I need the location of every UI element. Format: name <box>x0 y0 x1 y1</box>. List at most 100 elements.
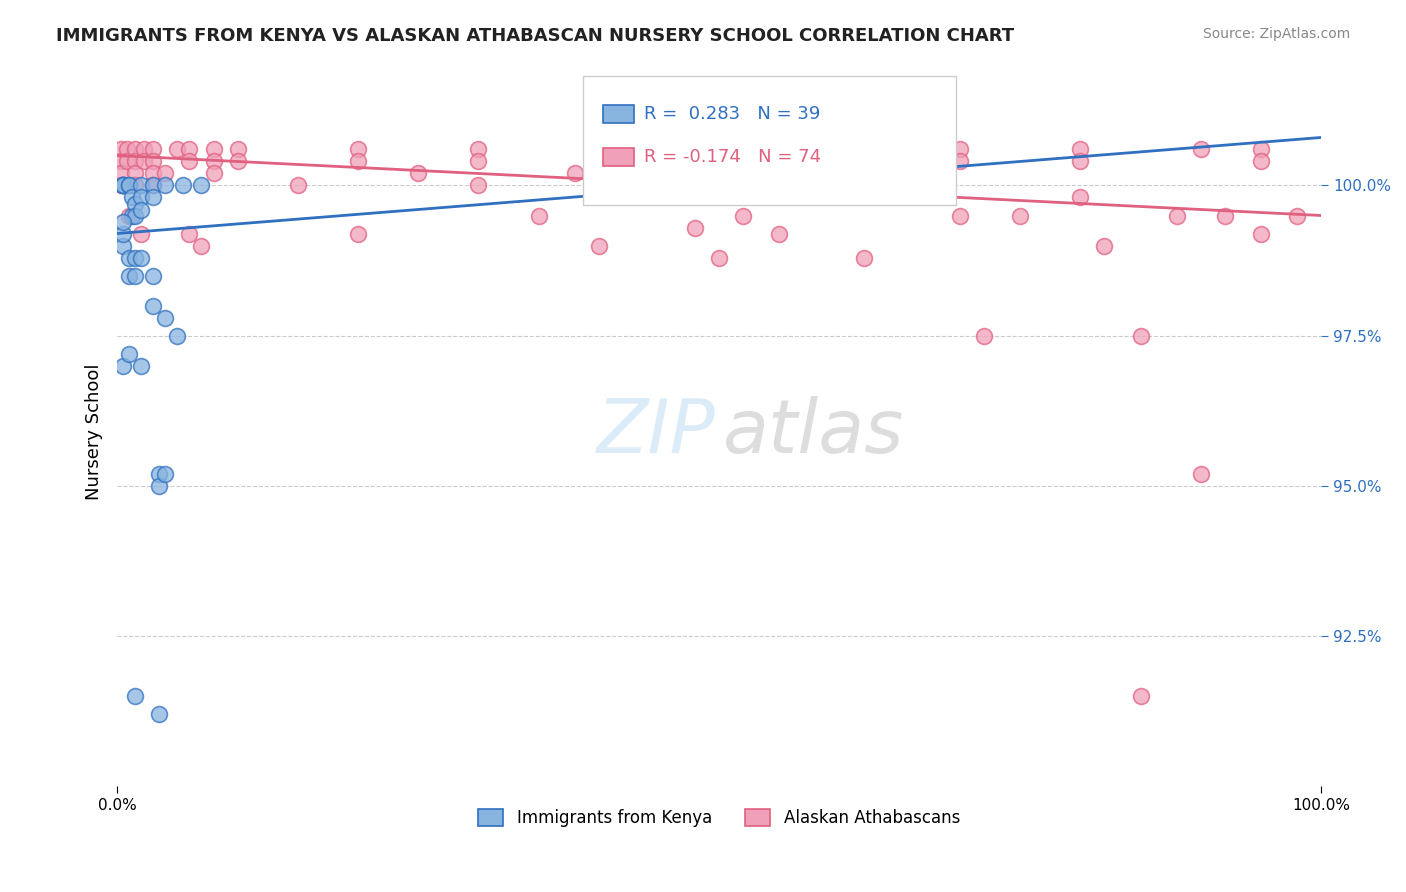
Text: R =  0.283   N = 39: R = 0.283 N = 39 <box>644 105 820 123</box>
Point <box>155 467 177 481</box>
Point <box>112 238 135 252</box>
Point <box>179 143 201 157</box>
Point <box>112 359 135 373</box>
Point <box>202 166 225 180</box>
Point <box>1213 209 1236 223</box>
Point <box>112 214 135 228</box>
Point <box>852 251 875 265</box>
Point <box>112 178 135 193</box>
Point <box>129 227 152 241</box>
Point <box>1129 328 1152 343</box>
Point <box>148 467 170 481</box>
Point <box>118 346 141 360</box>
Point <box>142 190 165 204</box>
Point <box>166 328 188 343</box>
Point <box>118 251 141 265</box>
Point <box>190 178 212 193</box>
Point <box>148 706 170 721</box>
Point <box>112 178 135 193</box>
Point <box>142 154 165 169</box>
Point <box>828 178 851 193</box>
Point <box>112 178 135 193</box>
Point <box>124 196 146 211</box>
Point <box>124 143 146 157</box>
Point <box>132 154 155 169</box>
Point <box>467 154 489 169</box>
Point <box>683 220 706 235</box>
Point <box>709 143 731 157</box>
Point <box>1250 154 1272 169</box>
Point <box>1250 227 1272 241</box>
Point <box>112 178 135 193</box>
Point <box>142 166 165 180</box>
Point <box>142 268 165 283</box>
Point <box>828 143 851 157</box>
Point <box>226 154 249 169</box>
Point <box>1069 190 1091 204</box>
Point <box>588 143 610 157</box>
Point <box>804 161 827 175</box>
Point <box>155 166 177 180</box>
Point <box>148 478 170 492</box>
Point <box>124 209 146 223</box>
Point <box>110 166 132 180</box>
Point <box>142 299 165 313</box>
Point <box>112 178 135 193</box>
Point <box>129 251 152 265</box>
Point <box>118 268 141 283</box>
Point <box>190 238 212 252</box>
Point <box>1129 689 1152 703</box>
Point <box>115 143 138 157</box>
Text: IMMIGRANTS FROM KENYA VS ALASKAN ATHABASCAN NURSERY SCHOOL CORRELATION CHART: IMMIGRANTS FROM KENYA VS ALASKAN ATHABAS… <box>56 27 1014 45</box>
Point <box>564 166 586 180</box>
Text: Source: ZipAtlas.com: Source: ZipAtlas.com <box>1202 27 1350 41</box>
Point <box>1286 209 1309 223</box>
Point <box>828 154 851 169</box>
Point <box>124 154 146 169</box>
Point <box>110 143 132 157</box>
Point <box>733 209 755 223</box>
Point <box>527 209 550 223</box>
Point <box>973 328 995 343</box>
Legend: Immigrants from Kenya, Alaskan Athabascans: Immigrants from Kenya, Alaskan Athabasca… <box>471 803 967 834</box>
Point <box>612 178 634 193</box>
Point <box>949 154 972 169</box>
Point <box>129 190 152 204</box>
Point <box>406 166 429 180</box>
Point <box>226 143 249 157</box>
Point <box>124 268 146 283</box>
Point <box>121 209 143 223</box>
Point <box>142 178 165 193</box>
Point <box>287 178 309 193</box>
Point <box>1250 143 1272 157</box>
Point <box>347 227 370 241</box>
Point <box>155 178 177 193</box>
Point <box>132 143 155 157</box>
Point <box>110 178 132 193</box>
Point <box>709 251 731 265</box>
Point <box>889 166 911 180</box>
Point <box>129 359 152 373</box>
Point <box>166 143 188 157</box>
Point <box>202 143 225 157</box>
Point <box>129 178 152 193</box>
Point <box>142 178 165 193</box>
Point <box>467 178 489 193</box>
Point <box>142 143 165 157</box>
Point <box>179 227 201 241</box>
Point <box>179 154 201 169</box>
Y-axis label: Nursery School: Nursery School <box>86 363 103 500</box>
Point <box>1189 467 1212 481</box>
Point <box>110 154 132 169</box>
Point <box>124 689 146 703</box>
Point <box>1069 154 1091 169</box>
Point <box>155 310 177 325</box>
Point <box>347 154 370 169</box>
Point <box>1010 209 1032 223</box>
Point <box>115 154 138 169</box>
Point <box>124 166 146 180</box>
Text: atlas: atlas <box>723 396 904 467</box>
Point <box>1189 143 1212 157</box>
Point <box>925 178 948 193</box>
Point <box>1069 143 1091 157</box>
